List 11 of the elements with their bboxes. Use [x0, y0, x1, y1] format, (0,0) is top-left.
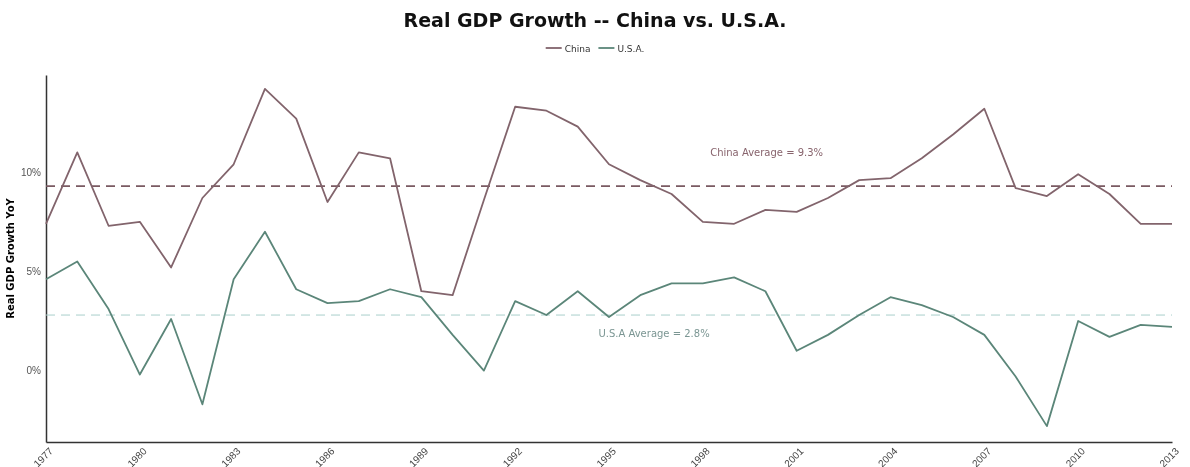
legend-label: China [564, 43, 591, 54]
y-tick-label: 0% [26, 365, 42, 377]
y-axis-title: Real GDP Growth YoY [5, 197, 16, 319]
y-tick-label: 10% [20, 166, 42, 178]
line-series [45, 87, 1173, 297]
ref-line-label: U.S.A Average = 2.8% [598, 328, 710, 340]
chart-title: Real GDP Growth -- China vs. U.S.A. [403, 9, 787, 31]
line-series [45, 230, 1173, 428]
legend-label: U.S.A. [617, 43, 645, 54]
ref-line-label: China Average = 9.3% [710, 147, 824, 159]
y-tick-label: 5% [26, 266, 42, 278]
